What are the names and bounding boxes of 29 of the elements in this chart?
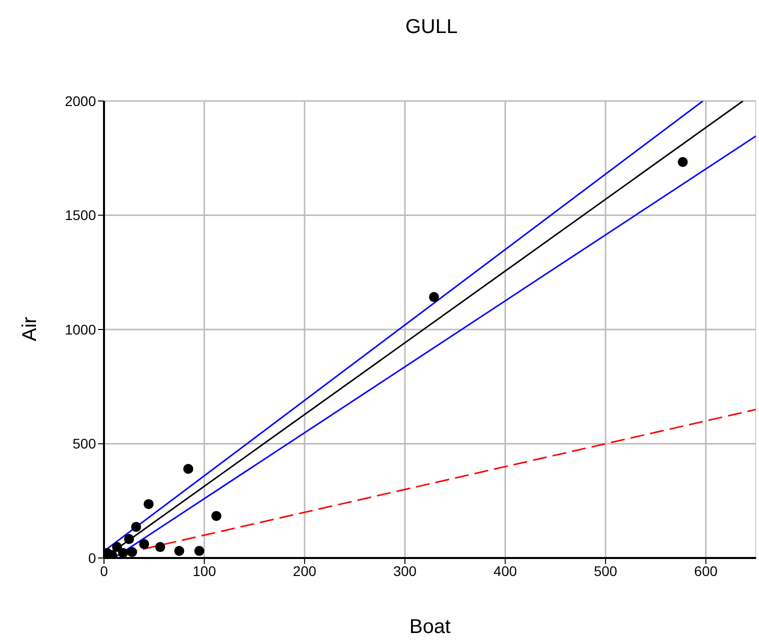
y-tick-label: 1500 <box>64 207 96 224</box>
point <box>112 542 122 552</box>
y-tick-label: 1000 <box>64 321 96 338</box>
point <box>155 542 166 552</box>
point <box>144 499 154 510</box>
point <box>118 548 128 558</box>
point <box>139 539 150 550</box>
x-tick-label: 0 <box>100 562 108 579</box>
point <box>211 510 222 521</box>
x-axis-title: Boat <box>409 616 452 638</box>
y-axis-title: Air <box>19 316 41 342</box>
point <box>124 534 134 544</box>
point <box>127 547 138 558</box>
y-tick-label: 2000 <box>64 92 96 109</box>
point <box>429 292 440 302</box>
y-tick-label: 0 <box>88 550 96 566</box>
point <box>174 546 184 556</box>
point <box>678 157 688 168</box>
x-tick-label: 500 <box>594 562 618 579</box>
x-tick-label: 200 <box>292 562 317 579</box>
x-tick-label: 100 <box>192 562 216 579</box>
y-tick-label: 500 <box>72 436 96 452</box>
x-tick-label: 300 <box>393 562 417 579</box>
point <box>194 546 204 556</box>
x-tick-label: 600 <box>694 562 718 579</box>
chart-title: GULL <box>404 16 459 39</box>
point <box>183 464 194 474</box>
x-tick-label: 400 <box>494 562 518 579</box>
point <box>131 522 142 532</box>
